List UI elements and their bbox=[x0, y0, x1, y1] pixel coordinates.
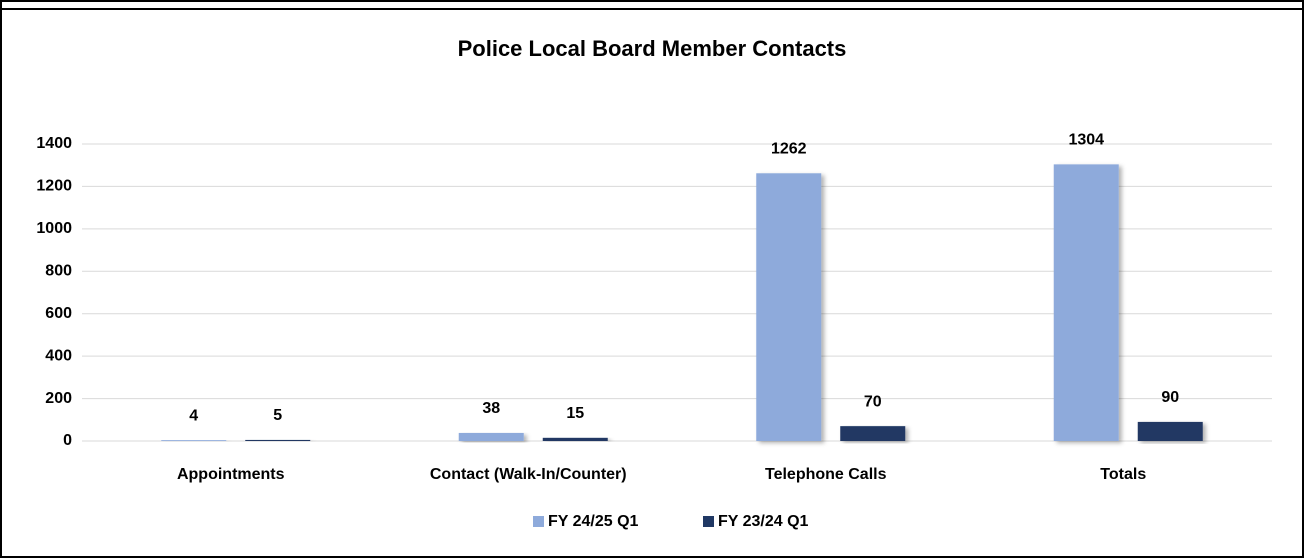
x-tick-label: Totals bbox=[1100, 466, 1146, 483]
data-label: 38 bbox=[482, 400, 500, 417]
data-label: 5 bbox=[273, 407, 282, 424]
data-label: 1304 bbox=[1068, 132, 1104, 149]
data-label: 70 bbox=[864, 393, 882, 410]
legend-label: FY 23/24 Q1 bbox=[718, 513, 809, 530]
data-label: 1262 bbox=[771, 140, 807, 157]
bar bbox=[1053, 164, 1119, 441]
data-label: 90 bbox=[1161, 389, 1179, 406]
x-tick-label: Contact (Walk-In/Counter) bbox=[430, 466, 627, 483]
bar bbox=[542, 437, 608, 441]
chart-title: Police Local Board Member Contacts bbox=[458, 36, 847, 61]
y-tick-label: 200 bbox=[45, 390, 72, 407]
y-tick-label: 400 bbox=[45, 347, 72, 364]
data-label: 15 bbox=[566, 405, 584, 422]
bar bbox=[245, 439, 311, 441]
x-tick-label: Appointments bbox=[177, 466, 285, 483]
x-tick-label: Telephone Calls bbox=[765, 466, 887, 483]
bar bbox=[840, 426, 906, 441]
y-tick-label: 600 bbox=[45, 305, 72, 322]
y-tick-label: 800 bbox=[45, 263, 72, 280]
y-tick-label: 1000 bbox=[36, 220, 72, 237]
legend-swatch bbox=[703, 516, 714, 527]
y-tick-label: 1400 bbox=[36, 135, 72, 152]
bar bbox=[458, 432, 524, 441]
legend-swatch bbox=[533, 516, 544, 527]
bar bbox=[161, 440, 227, 441]
data-label: 4 bbox=[189, 407, 198, 424]
y-tick-label: 0 bbox=[63, 432, 72, 449]
bar bbox=[756, 173, 822, 442]
y-tick-label: 1200 bbox=[36, 178, 72, 195]
bar bbox=[1137, 421, 1203, 441]
legend-label: FY 24/25 Q1 bbox=[548, 513, 639, 530]
